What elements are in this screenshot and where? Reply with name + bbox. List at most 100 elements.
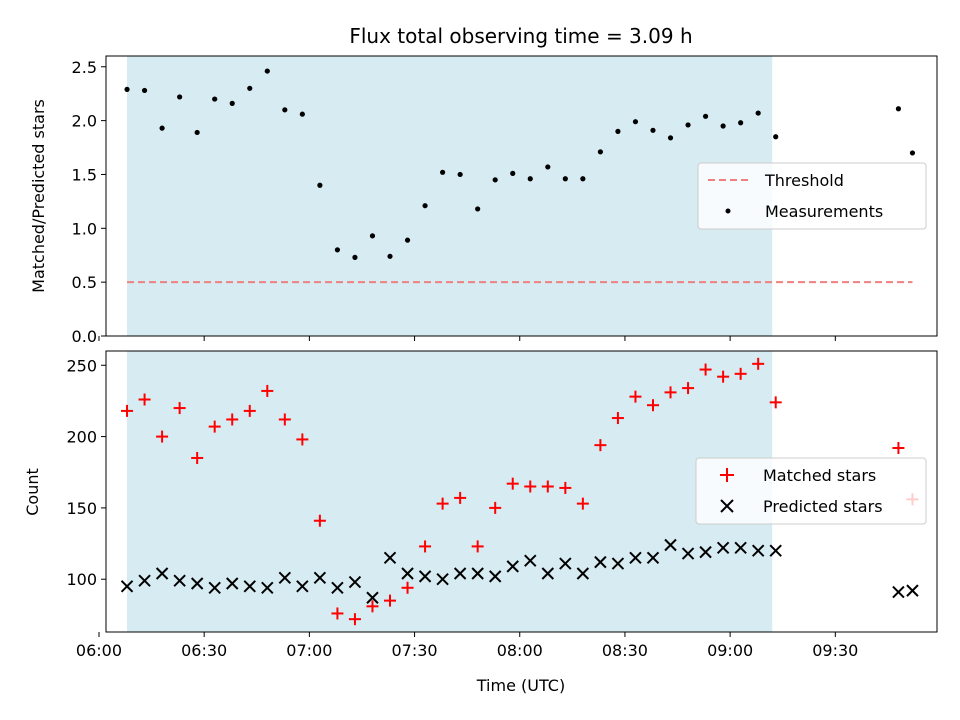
measurement-point xyxy=(177,94,183,100)
predicted-star-point xyxy=(436,573,449,586)
time-x-tick-label: 07:00 xyxy=(286,641,332,660)
predicted-star-point xyxy=(716,541,730,555)
predicted-star-point xyxy=(681,547,695,560)
matched-star-point xyxy=(471,540,484,553)
predicted-star-point xyxy=(906,584,919,597)
matched-star-point xyxy=(261,384,274,397)
matched-star-point xyxy=(611,412,624,425)
count-legend: Matched stars Predicted stars xyxy=(695,457,927,525)
predicted-star-point xyxy=(261,581,274,594)
predicted-star-point xyxy=(594,555,607,569)
measurement-point xyxy=(720,123,726,129)
matched-star-point xyxy=(506,477,519,490)
predicted-star-point xyxy=(243,580,256,593)
observing-span-top xyxy=(127,56,773,336)
matched-star-point xyxy=(243,404,256,417)
measurement-point xyxy=(387,253,393,259)
predicted-star-point xyxy=(348,575,362,589)
measurement-point xyxy=(457,171,463,178)
time-x-tick-label: 09:00 xyxy=(707,641,753,660)
matched-star-point xyxy=(366,600,379,613)
matched-star-point xyxy=(384,594,397,607)
ratio-legend-box xyxy=(697,162,927,230)
count-panel-frame xyxy=(105,350,938,633)
measurement-point xyxy=(440,169,446,175)
predicted-star-point xyxy=(734,541,747,555)
matched-star-point xyxy=(629,390,642,403)
time-x-axis: 06:00 06:30 07:00 07:30 08:00 08:30 09:00 09:30 xyxy=(76,632,858,660)
ratio-y-tick-label: 2.0 xyxy=(72,112,97,131)
count-panel: 100 150 200 250 06:00 06:30 07:00 07:30 08:00 08… xyxy=(23,350,938,695)
ratio-y-tick-label: 1.5 xyxy=(72,165,97,184)
ratio-y-tick-label: 2.5 xyxy=(72,58,97,77)
matched-star-point xyxy=(594,439,607,452)
predicted-star-point xyxy=(541,567,555,580)
time-x-tick-label: 08:00 xyxy=(497,641,543,660)
matched-star-point xyxy=(892,441,905,454)
ratio-panel: 0.0 0.5 1.0 1.5 2.0 2.5 Matched/Predicted sta… xyxy=(29,55,938,346)
measurement-point xyxy=(773,134,779,140)
predicted-star-point xyxy=(699,545,712,559)
matched-star-point xyxy=(664,386,677,399)
measurement-point xyxy=(632,119,639,125)
matched-star-point xyxy=(138,393,151,406)
measurement-point xyxy=(580,176,586,182)
count-legend-box xyxy=(695,457,927,525)
predicted-star-point xyxy=(190,577,204,590)
matched-star-point xyxy=(156,430,169,443)
threshold-legend-label: Threshold xyxy=(764,171,844,190)
predicted-star-point xyxy=(278,571,292,585)
predicted-star-point xyxy=(506,560,519,573)
matched-star-point xyxy=(226,413,239,426)
measurement-point xyxy=(597,149,603,155)
matched-star-point xyxy=(717,370,730,383)
measurement-point xyxy=(299,111,305,117)
predicted-star-point xyxy=(892,585,905,599)
matched-stars-points xyxy=(121,357,919,626)
predicted-star-point xyxy=(576,567,590,580)
ratio-y-axis-title: Matched/Predicted stars xyxy=(29,99,48,293)
measurement-point xyxy=(650,127,656,133)
time-x-tick-label: 06:30 xyxy=(181,641,227,660)
measurement-point xyxy=(667,135,674,141)
measurement-point xyxy=(194,129,200,136)
ratio-y-tick-label: 0.5 xyxy=(72,273,97,292)
matched-star-point xyxy=(331,607,344,620)
predicted-star-point xyxy=(383,551,397,565)
predicted-star-point xyxy=(208,581,221,594)
ratio-x-axis-ticks xyxy=(98,336,836,341)
predicted-star-point xyxy=(559,557,572,570)
matched-star-point xyxy=(454,491,467,504)
matched-star-point xyxy=(278,413,291,426)
time-x-tick-label: 06:00 xyxy=(76,641,122,660)
measurements-legend-swatch xyxy=(725,208,731,214)
measurement-point xyxy=(124,86,130,92)
measurement-point xyxy=(615,128,621,134)
measurement-point xyxy=(317,182,323,188)
count-y-tick-label: 150 xyxy=(66,499,97,518)
ratio-y-axis: 0.0 0.5 1.0 1.5 2.0 2.5 xyxy=(72,58,106,346)
predicted-star-point xyxy=(138,574,151,587)
predicted-star-point xyxy=(769,544,782,557)
count-y-axis-title: Count xyxy=(23,468,42,516)
measurement-point xyxy=(141,87,148,94)
measurement-point xyxy=(685,122,691,128)
predicted-star-point xyxy=(453,567,467,580)
matched-star-point xyxy=(436,497,449,510)
matched-star-point xyxy=(401,581,414,594)
predicted-star-point xyxy=(401,567,414,580)
predicted-star-point xyxy=(120,580,134,593)
time-x-axis-title: Time (UTC) xyxy=(476,676,565,695)
matched-star-point xyxy=(208,420,221,433)
matched-star-point xyxy=(173,402,186,415)
predicted-star-point xyxy=(418,570,432,583)
predicted-star-point xyxy=(611,557,625,570)
predicted-star-point xyxy=(155,567,169,580)
measurement-point xyxy=(159,125,165,131)
matched-star-point xyxy=(121,404,134,417)
predicted-star-point xyxy=(524,554,537,567)
predicted-star-point xyxy=(664,538,677,552)
predicted-star-point xyxy=(488,570,502,583)
measurement-point xyxy=(282,107,288,113)
